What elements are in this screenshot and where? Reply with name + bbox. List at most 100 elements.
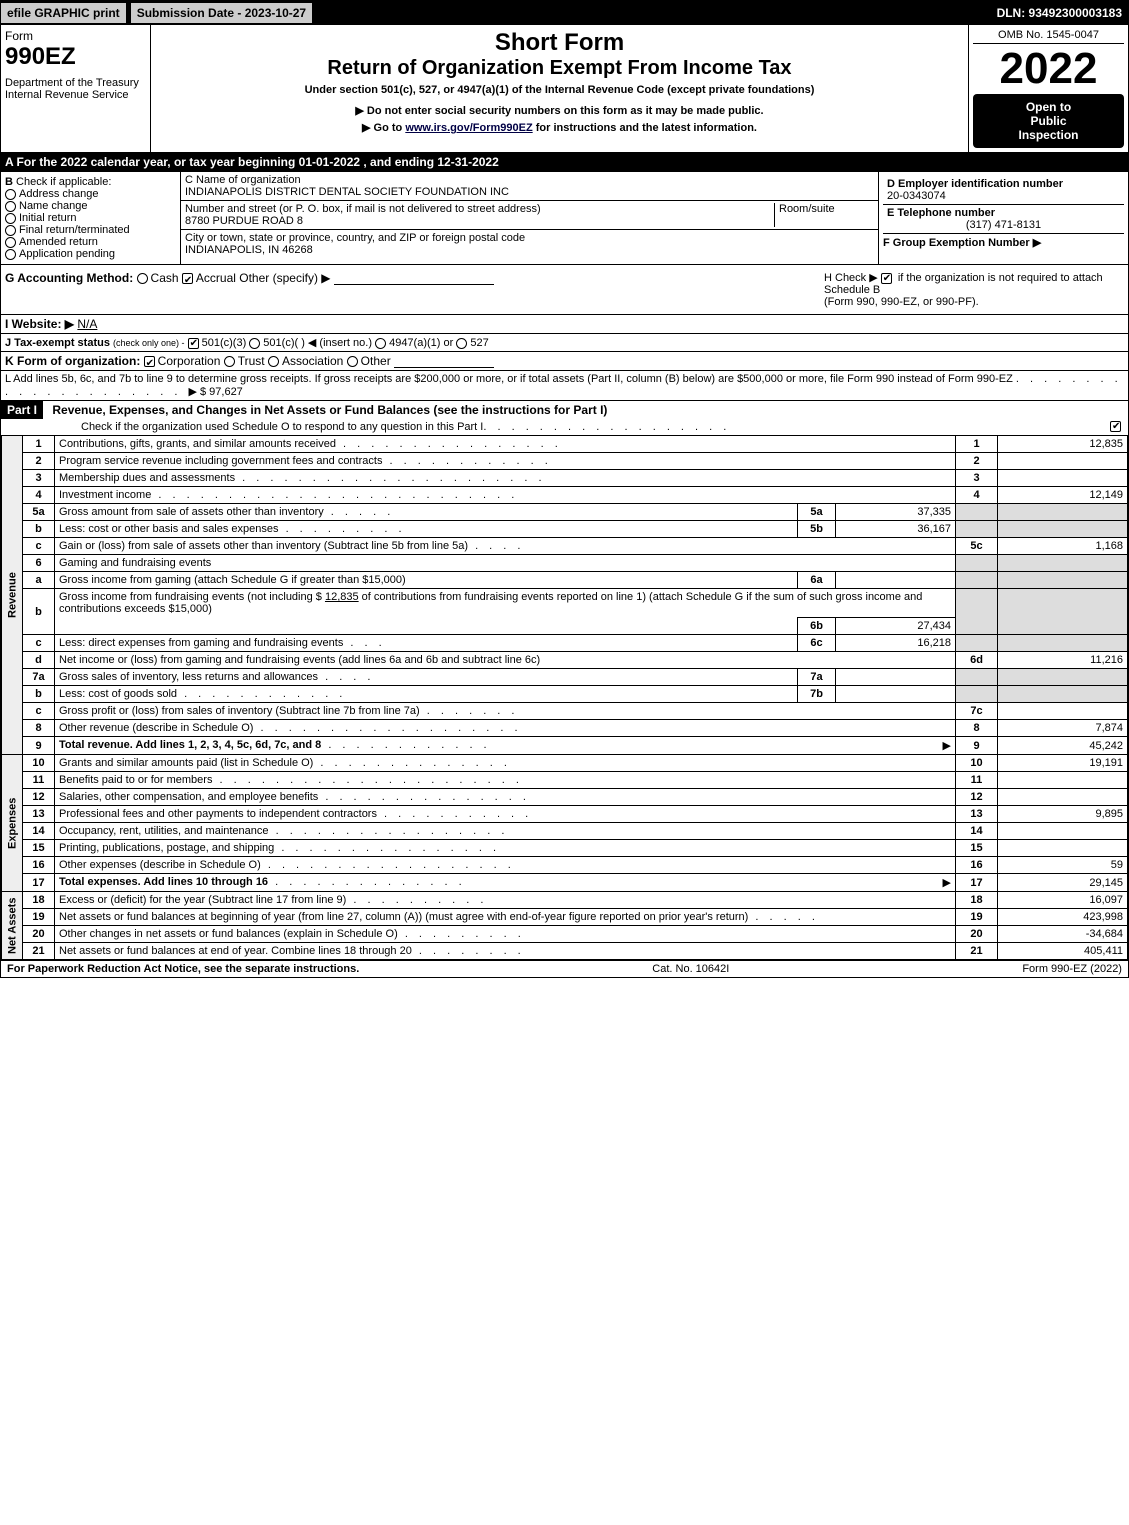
goto-note: ▶ Go to www.irs.gov/Form990EZ for instru… <box>155 121 964 134</box>
k-label: K Form of organization: <box>5 354 140 368</box>
lc: 17 <box>956 874 998 892</box>
grey-cell <box>998 555 1128 572</box>
line-l: L Add lines 5b, 6c, and 7b to line 9 to … <box>1 370 1128 400</box>
goto-pre: ▶ Go to <box>362 122 405 134</box>
ld: Grants and similar amounts paid (list in… <box>55 755 956 772</box>
la: 9,895 <box>998 806 1128 823</box>
chk-final[interactable] <box>5 225 16 236</box>
la: 59 <box>998 857 1128 874</box>
tel: (317) 471-8131 <box>887 219 1120 231</box>
table-row: b Gross income from fundraising events (… <box>2 589 1128 618</box>
table-row: b Less: cost of goods sold . . . . . . .… <box>2 686 1128 703</box>
chk-cash[interactable] <box>137 273 148 284</box>
main-title: Return of Organization Exempt From Incom… <box>155 57 964 80</box>
ln: 7a <box>23 669 55 686</box>
col-b: B Check if applicable: Address change Na… <box>1 172 181 264</box>
ld: Net assets or fund balances at end of ye… <box>55 943 956 960</box>
chk-assoc[interactable] <box>268 356 279 367</box>
c-name-block: C Name of organization INDIANAPOLIS DIST… <box>181 172 878 201</box>
ln: 1 <box>23 436 55 453</box>
table-row: c Gain or (loss) from sale of assets oth… <box>2 538 1128 555</box>
ld: Gross income from gaming (attach Schedul… <box>55 572 798 589</box>
lc: 20 <box>956 926 998 943</box>
table-row: 12 Salaries, other compensation, and emp… <box>2 789 1128 806</box>
org-city: INDIANAPOLIS, IN 46268 <box>185 244 313 256</box>
g-cash: Cash <box>151 271 179 285</box>
table-row: d Net income or (loss) from gaming and f… <box>2 652 1128 669</box>
ld: Gaming and fundraising events <box>55 555 956 572</box>
chk-corp[interactable] <box>144 356 155 367</box>
c-city-label: City or town, state or province, country… <box>185 232 525 244</box>
k-trust: Trust <box>238 354 265 368</box>
c-city-block: City or town, state or province, country… <box>181 230 878 258</box>
grey-cell <box>956 504 998 521</box>
org-block: B Check if applicable: Address change Na… <box>1 171 1128 264</box>
chk-other[interactable] <box>347 356 358 367</box>
grp-label: F Group Exemption Number ▶ <box>883 237 1041 249</box>
footer-right: Form 990-EZ (2022) <box>1022 963 1122 975</box>
grey-cell <box>956 555 998 572</box>
line-a: A For the 2022 calendar year, or tax yea… <box>1 153 1128 171</box>
netassets-vlabel: Net Assets <box>2 892 23 960</box>
chk-name-change[interactable] <box>5 201 16 212</box>
grey-cell <box>998 521 1128 538</box>
slc: 5a <box>798 504 836 521</box>
la: 1,168 <box>998 538 1128 555</box>
ld: Other changes in net assets or fund bala… <box>55 926 956 943</box>
table-row: 13 Professional fees and other payments … <box>2 806 1128 823</box>
slc: 6c <box>798 635 836 652</box>
chk-527[interactable] <box>456 338 467 349</box>
slc: 7a <box>798 669 836 686</box>
chk-501c3[interactable] <box>188 338 199 349</box>
chk-pending[interactable] <box>5 249 16 260</box>
grey-cell <box>998 589 1128 635</box>
slc: 5b <box>798 521 836 538</box>
g-accrual: Accrual <box>196 271 236 285</box>
chk-amended[interactable] <box>5 237 16 248</box>
k-other-field[interactable] <box>394 356 494 368</box>
la: 7,874 <box>998 720 1128 737</box>
table-row: 4 Investment income . . . . . . . . . . … <box>2 487 1128 504</box>
room-label: Room/suite <box>779 203 835 215</box>
g-other-field[interactable] <box>334 273 494 285</box>
ld: Gross profit or (loss) from sales of inv… <box>55 703 956 720</box>
dln: DLN: 93492300003183 <box>991 3 1128 23</box>
la <box>998 772 1128 789</box>
table-row: 17 Total expenses. Add lines 10 through … <box>2 874 1128 892</box>
form-word: Form <box>5 29 146 43</box>
b-label: B <box>5 176 13 188</box>
chk-4947[interactable] <box>375 338 386 349</box>
ln: 13 <box>23 806 55 823</box>
org-addr: 8780 PURDUE ROAD 8 <box>185 215 303 227</box>
chk-501c[interactable] <box>249 338 260 349</box>
la: -34,684 <box>998 926 1128 943</box>
k-corp: Corporation <box>158 354 221 368</box>
la <box>998 703 1128 720</box>
ln: 2 <box>23 453 55 470</box>
lines-table: Revenue 1 Contributions, gifts, grants, … <box>1 435 1128 960</box>
opt-final: Final return/terminated <box>19 224 130 236</box>
ld: Gross amount from sale of assets other t… <box>55 504 798 521</box>
chk-initial[interactable] <box>5 213 16 224</box>
lc: 4 <box>956 487 998 504</box>
h-text1: H Check ▶ <box>824 272 878 284</box>
chk-schedule-o[interactable] <box>1110 421 1121 432</box>
d-ein-block: D Employer identification number 20-0343… <box>883 176 1124 205</box>
opt-initial: Initial return <box>19 212 76 224</box>
la <box>998 823 1128 840</box>
lc: 13 <box>956 806 998 823</box>
ld: Less: direct expenses from gaming and fu… <box>55 635 798 652</box>
sla <box>836 572 956 589</box>
chk-address-change[interactable] <box>5 189 16 200</box>
grey-cell <box>956 686 998 703</box>
d-grp-block: F Group Exemption Number ▶ <box>883 234 1124 251</box>
irs-link[interactable]: www.irs.gov/Form990EZ <box>405 122 532 134</box>
opt-name: Name change <box>19 200 88 212</box>
chk-trust[interactable] <box>224 356 235 367</box>
chk-h[interactable] <box>881 273 892 284</box>
open1: Open to <box>979 100 1118 114</box>
table-row: Revenue 1 Contributions, gifts, grants, … <box>2 436 1128 453</box>
lc: 5c <box>956 538 998 555</box>
j-label: J Tax-exempt status <box>5 337 110 349</box>
chk-accrual[interactable] <box>182 273 193 284</box>
